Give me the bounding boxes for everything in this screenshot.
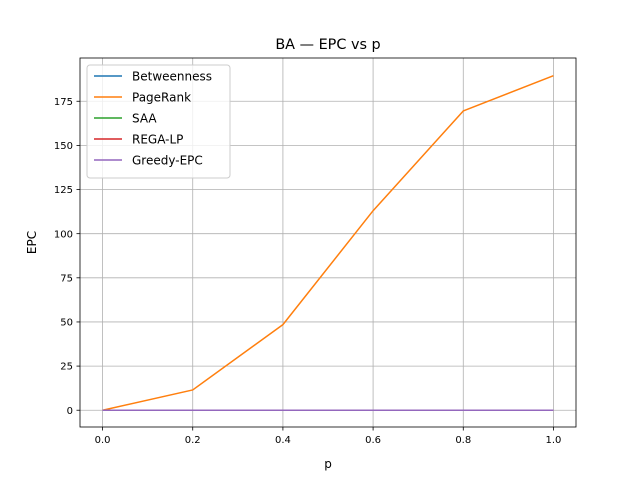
- x-tick-label: 0.6: [365, 435, 381, 446]
- x-tick-label: 0.8: [455, 435, 471, 446]
- y-tick-label: 0: [67, 406, 73, 417]
- y-tick-label: 150: [54, 141, 73, 152]
- y-tick-label: 25: [60, 362, 73, 373]
- y-tick-label: 50: [60, 318, 73, 329]
- x-tick-label: 1.0: [546, 435, 562, 446]
- x-tick-label: 0.2: [185, 435, 201, 446]
- y-tick-label: 75: [60, 273, 73, 284]
- legend-box: [86, 64, 231, 179]
- series-line-pagerank: [102, 74, 554, 411]
- legend: Betweenness PageRank SAA REGA-LP Greedy-EPC: [86, 64, 231, 179]
- y-tick-label: 125: [54, 185, 73, 196]
- y-tick-label: 100: [54, 229, 73, 240]
- plot-frame: [79, 57, 577, 428]
- legend-label-betweenness: Betweenness: [132, 69, 212, 83]
- legend-label-saa: SAA: [132, 111, 157, 125]
- chart-title: BA — EPC vs p: [275, 37, 380, 53]
- x-axis: 0.0 0.2 0.4 0.6 0.8 1.0: [95, 427, 562, 446]
- grid: [80, 58, 576, 427]
- y-tick-label: 175: [54, 97, 73, 108]
- x-tick-label: 0.0: [95, 435, 111, 446]
- series-lines: [102, 74, 554, 411]
- x-tick-label: 0.4: [275, 435, 291, 446]
- legend-label-greedy-epc: Greedy-EPC: [132, 153, 203, 167]
- legend-label-pagerank: PageRank: [132, 90, 191, 104]
- x-axis-label: p: [324, 457, 332, 471]
- y-axis-label: EPC: [25, 231, 39, 254]
- legend-label-rega-lp: REGA-LP: [132, 132, 183, 146]
- y-axis: 0 25 50 75 100 125 150 175: [54, 97, 80, 417]
